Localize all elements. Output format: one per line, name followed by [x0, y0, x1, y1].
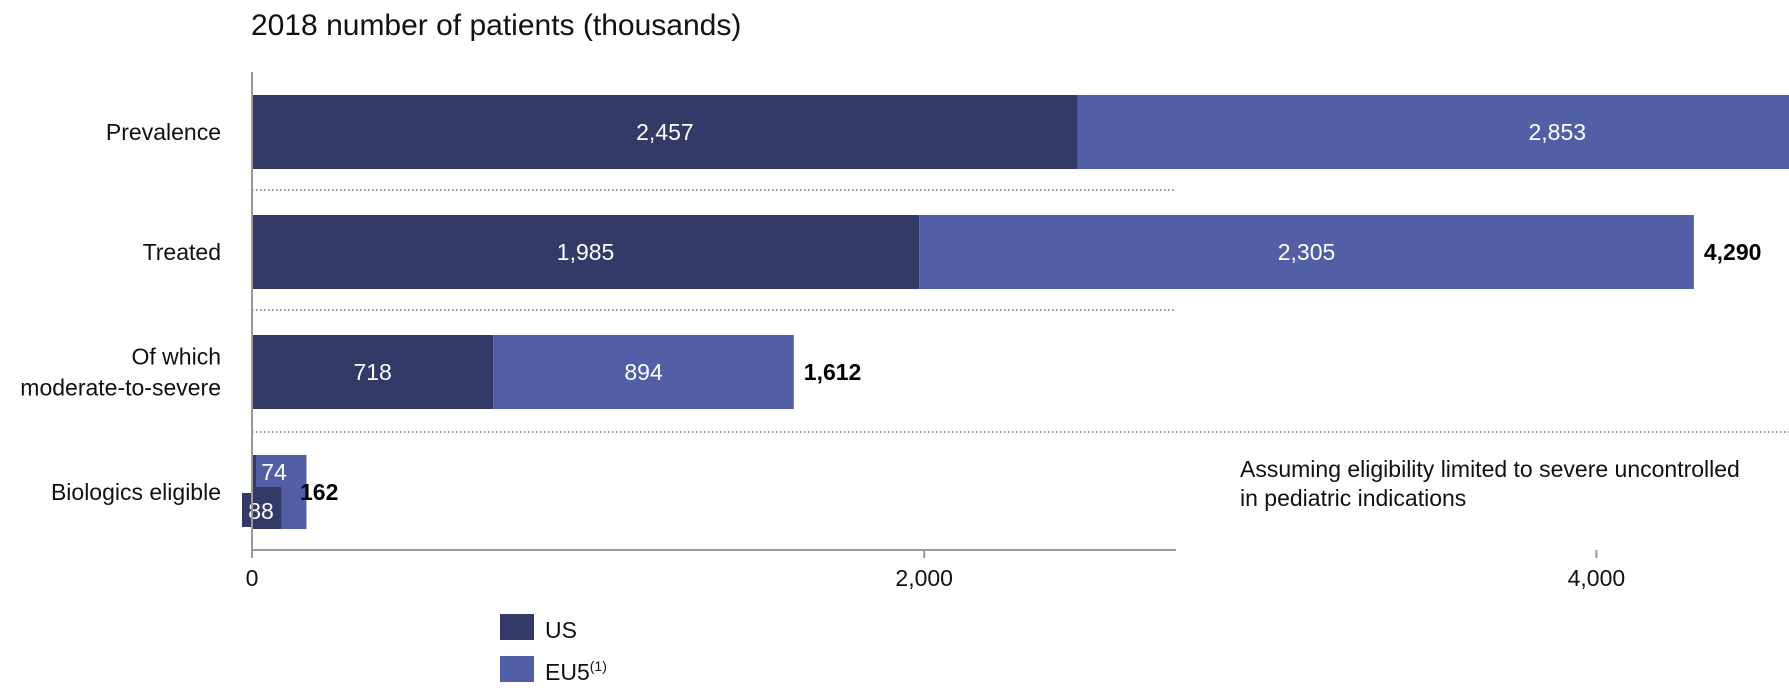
bars-group: 2,4572,8535,3101,9852,3054,2907188941,61…: [242, 95, 1789, 529]
bar-segment-eu5: [1077, 95, 1789, 169]
category-label: Biologics eligible: [51, 479, 221, 505]
category-label: moderate-to-severe: [20, 375, 221, 401]
x-tick-label: 0: [246, 565, 259, 591]
category-label: Treated: [143, 239, 221, 265]
total-label: 1,612: [804, 359, 862, 385]
legend-label-us: US: [545, 617, 577, 643]
row-separators: [252, 189, 1789, 433]
x-tick-label: 4,000: [1568, 565, 1626, 591]
annotation: Assuming eligibility limited to severe u…: [1240, 456, 1740, 511]
bar-segment-us: [252, 215, 920, 289]
legend: US EU5(1): [500, 614, 607, 685]
data-label-box-us: [242, 493, 280, 527]
total-label: 162: [300, 479, 338, 505]
data-label-eu5: 2,305: [1278, 239, 1336, 265]
legend-swatch-us: [500, 614, 534, 640]
data-label-eu5: 74: [261, 459, 287, 485]
data-label-us: 2,457: [636, 119, 694, 145]
legend-label-eu5: EU5(1): [545, 658, 607, 685]
bar-segment-eu5: [919, 215, 1694, 289]
category-label: Of which: [132, 344, 221, 370]
legend-footnote-marker: (1): [590, 658, 607, 674]
data-label-us: 718: [353, 359, 391, 385]
annotation-line: Assuming eligibility limited to severe u…: [1240, 456, 1740, 482]
legend-swatch-eu5: [500, 656, 534, 682]
data-label-eu5: 2,853: [1528, 119, 1586, 145]
bar-segment-eu5: [493, 335, 794, 409]
bar-segment-us: [252, 95, 1078, 169]
category-label: Prevalence: [106, 119, 221, 145]
bar-segment-us: [252, 335, 494, 409]
annotation-line: in pediatric indications: [1240, 485, 1466, 511]
axes-group: 0 2,000 4,000: [246, 72, 1626, 591]
total-label: 4,290: [1704, 239, 1762, 265]
chart-title: 2018 number of patients (thousands): [251, 9, 741, 42]
data-label-eu5: 894: [624, 359, 663, 385]
data-label-us: 1,985: [557, 239, 615, 265]
category-labels: Prevalence Treated Of which moderate-to-sev…: [20, 119, 221, 505]
data-label-box-eu5: [256, 455, 292, 487]
x-tick-label: 2,000: [895, 565, 953, 591]
